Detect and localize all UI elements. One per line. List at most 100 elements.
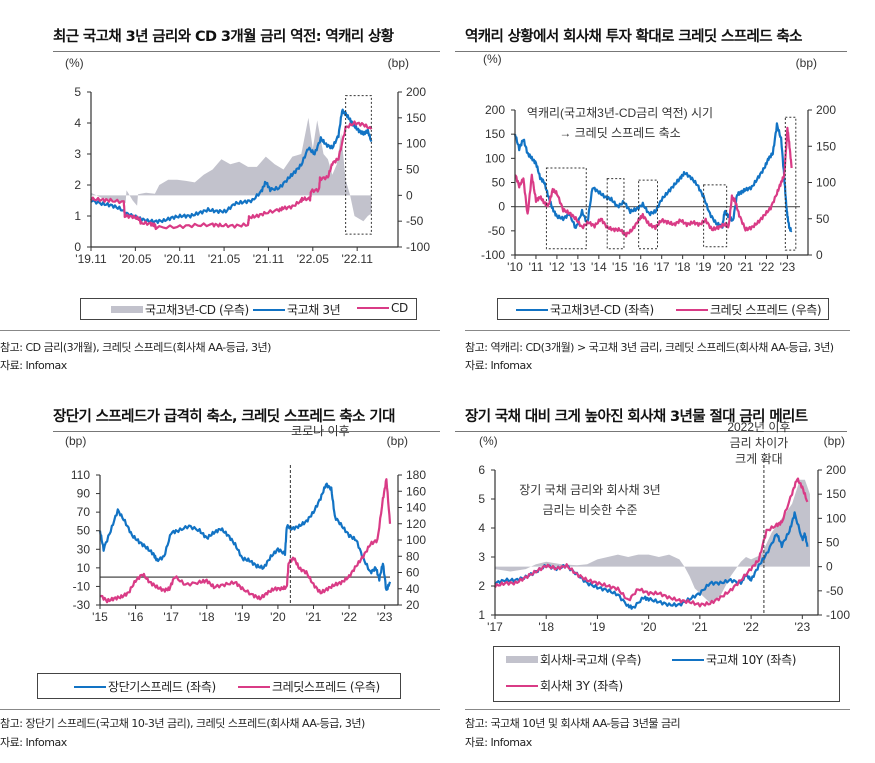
highlight-box-3: [703, 184, 728, 248]
legend-label: 회사채 3Y (좌측): [540, 679, 623, 693]
series-line-1: [99, 478, 392, 604]
legend: 장단기스프레드 (좌측) 크레딧스프레드 (우측): [37, 673, 401, 699]
y-tick-label-right: 50: [816, 212, 830, 226]
x-tick-label: '22: [759, 260, 775, 274]
x-tick-label: '23: [377, 610, 393, 624]
y-tick-label-right: 100: [406, 533, 426, 547]
y-tick-label-right: 200: [826, 463, 846, 477]
legend: 회사채-국고채 (우측) 국고채 10Y (좌측) 회사채 3Y (좌측): [493, 646, 840, 702]
y-tick-label-left: 110: [71, 468, 90, 482]
y-tick-label-right: 40: [406, 582, 420, 596]
panel-title: 최근 국고채 3년 금리와 CD 3개월 금리 역전: 역캐리 상황: [53, 29, 394, 45]
legend-swatch-blue: [253, 308, 285, 311]
highlight-box-2: [638, 179, 659, 250]
title-divider: [53, 431, 440, 432]
legend-swatch-area: [506, 656, 538, 663]
y-tick-label-right: 120: [406, 517, 426, 531]
x-tick-label: '15: [92, 610, 108, 624]
x-tick-label: '17: [654, 260, 670, 274]
x-tick-label: '21: [306, 610, 322, 624]
x-tick-label: '21: [692, 620, 708, 634]
note-reference: 참고: 역캐리: CD(3개월) > 국고채 3년 금리, 크레딧 스프레드(회…: [465, 341, 834, 354]
y-tick-label-right: 0: [826, 560, 833, 574]
series-line-0: [513, 122, 793, 233]
y-tick-label-left: 0: [74, 240, 81, 254]
panel-title: 장기 국채 대비 크게 높아진 회사채 3년물 절대 금리 메리트: [465, 409, 808, 425]
series-line-2: [90, 120, 373, 231]
legend-item: 회사채-국고채 (우측): [506, 651, 641, 668]
legend-item: 장단기스프레드 (좌측): [74, 678, 216, 695]
y-tick-label-left: 5: [478, 492, 485, 506]
x-tick-label: '20: [641, 620, 657, 634]
x-tick-label: '15: [612, 260, 628, 274]
x-tick-label: '13: [570, 260, 586, 274]
y-tick-label-right: 140: [406, 501, 426, 515]
y-tick-label-right: 100: [406, 137, 426, 151]
y-tick-label-right: 80: [406, 549, 420, 563]
y-tick-label-right: -50: [406, 214, 424, 228]
notes-divider: [465, 330, 850, 331]
x-tick-label: '17: [487, 620, 503, 634]
y-tick-label-right: 100: [816, 176, 836, 190]
x-tick-label: '20: [717, 260, 733, 274]
y-tick-label-left: 4: [74, 116, 81, 130]
legend-label: 국고채3년-CD (좌측): [550, 303, 654, 317]
title-divider: [53, 51, 440, 52]
y-tick-label-left: 1: [74, 209, 81, 223]
y-tick-label-right: 180: [406, 468, 426, 482]
y-tick-label-left: -30: [73, 598, 91, 612]
y-tick-label-left: -10: [73, 579, 91, 593]
y-axis-right-unit: (bp): [388, 56, 409, 70]
legend: 국고채3년-CD (우측) 국고채 3년 CD: [80, 298, 417, 320]
legend-label: 크레딧스프레드 (우측): [272, 680, 380, 694]
legend-label: 국고채 10Y (좌측): [706, 653, 796, 667]
legend-item: 크레딧스프레드 (우측): [238, 678, 380, 695]
panel-title: 장단기 스프레드가 급격히 축소, 크레딧 스프레드 축소 기대: [53, 409, 395, 425]
x-tick-label: '19: [696, 260, 712, 274]
y-tick-label-left: 50: [77, 524, 91, 538]
legend-swatch-blue: [516, 308, 548, 311]
x-tick-label: '19: [235, 610, 251, 624]
annotation-text: 장기 국채 금리와 회사채 3년: [519, 483, 660, 497]
x-tick-label: '23: [780, 260, 796, 274]
y-axis-left-unit: (%): [65, 56, 84, 70]
y-tick-label-left: 4: [478, 521, 485, 535]
vline-label: 2022년 이후: [727, 420, 790, 434]
legend-swatch-pink: [238, 685, 270, 688]
panel-title: 역캐리 상황에서 회사채 투자 확대로 크레딧 스프레드 축소: [465, 29, 803, 45]
x-tick-label: '20: [270, 610, 286, 624]
series-area-0: [91, 117, 372, 222]
y-axis-right-unit: (bp): [387, 434, 408, 448]
x-tick-label: '18: [538, 620, 554, 634]
highlight-box-0: [345, 95, 372, 235]
x-tick-label: '16: [633, 260, 649, 274]
title-divider: [455, 51, 847, 52]
series-area-0: [495, 479, 810, 603]
notes-divider: [0, 709, 440, 710]
x-tick-label: '22.05: [297, 252, 330, 266]
y-tick-label-left: 5: [74, 85, 81, 99]
note-reference: 참고: CD 금리(3개월), 크레딧 스프레드(회사채 AA-등급, 3년): [0, 341, 271, 354]
series-line-1: [514, 126, 793, 238]
x-tick-label: '10: [507, 260, 523, 274]
note-source: 자료: Infomax: [465, 359, 532, 372]
y-tick-label-right: 200: [816, 103, 836, 117]
x-tick-label: '14: [591, 260, 607, 274]
y-tick-label-right: 100: [826, 511, 846, 525]
y-axis-left-unit: (bp): [65, 434, 86, 448]
legend-item: 국고채3년-CD (좌측): [516, 301, 654, 318]
y-tick-label-right: 20: [406, 598, 420, 612]
legend-label: 국고채 3년: [287, 303, 341, 317]
x-tick-label: '19: [590, 620, 606, 634]
y-tick-label-right: 50: [826, 536, 840, 550]
y-tick-label-right: 160: [406, 484, 426, 498]
vline-label: 크게 확대: [735, 452, 783, 466]
chart-credit-spread-carry: (%) (bp) 역캐리(국고채3년-CD금리 역전) 시기 → 크레딧 스프레드 축…: [481, 52, 836, 274]
x-tick-label: '18: [199, 610, 215, 624]
y-tick-label-right: 150: [406, 111, 426, 125]
y-tick-label-left: -50: [488, 224, 506, 238]
note-reference: 참고: 국고채 10년 및 회사채 AA-등급 3년물 금리: [465, 717, 681, 730]
legend-item: 회사채 3Y (좌측): [506, 677, 623, 694]
series-line-1: [494, 511, 809, 610]
y-axis-right-unit: (bp): [796, 56, 817, 70]
